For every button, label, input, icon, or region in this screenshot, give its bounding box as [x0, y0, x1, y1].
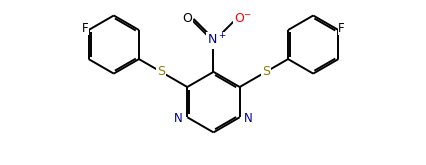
Text: S: S: [157, 65, 165, 78]
Text: N: N: [173, 112, 182, 125]
Text: F: F: [337, 22, 344, 35]
Text: O: O: [182, 12, 192, 25]
Text: N$^+$: N$^+$: [207, 33, 226, 48]
Text: F: F: [82, 22, 89, 35]
Text: S: S: [261, 65, 269, 78]
Text: O$^{-}$: O$^{-}$: [233, 12, 252, 25]
Text: N: N: [244, 112, 253, 125]
